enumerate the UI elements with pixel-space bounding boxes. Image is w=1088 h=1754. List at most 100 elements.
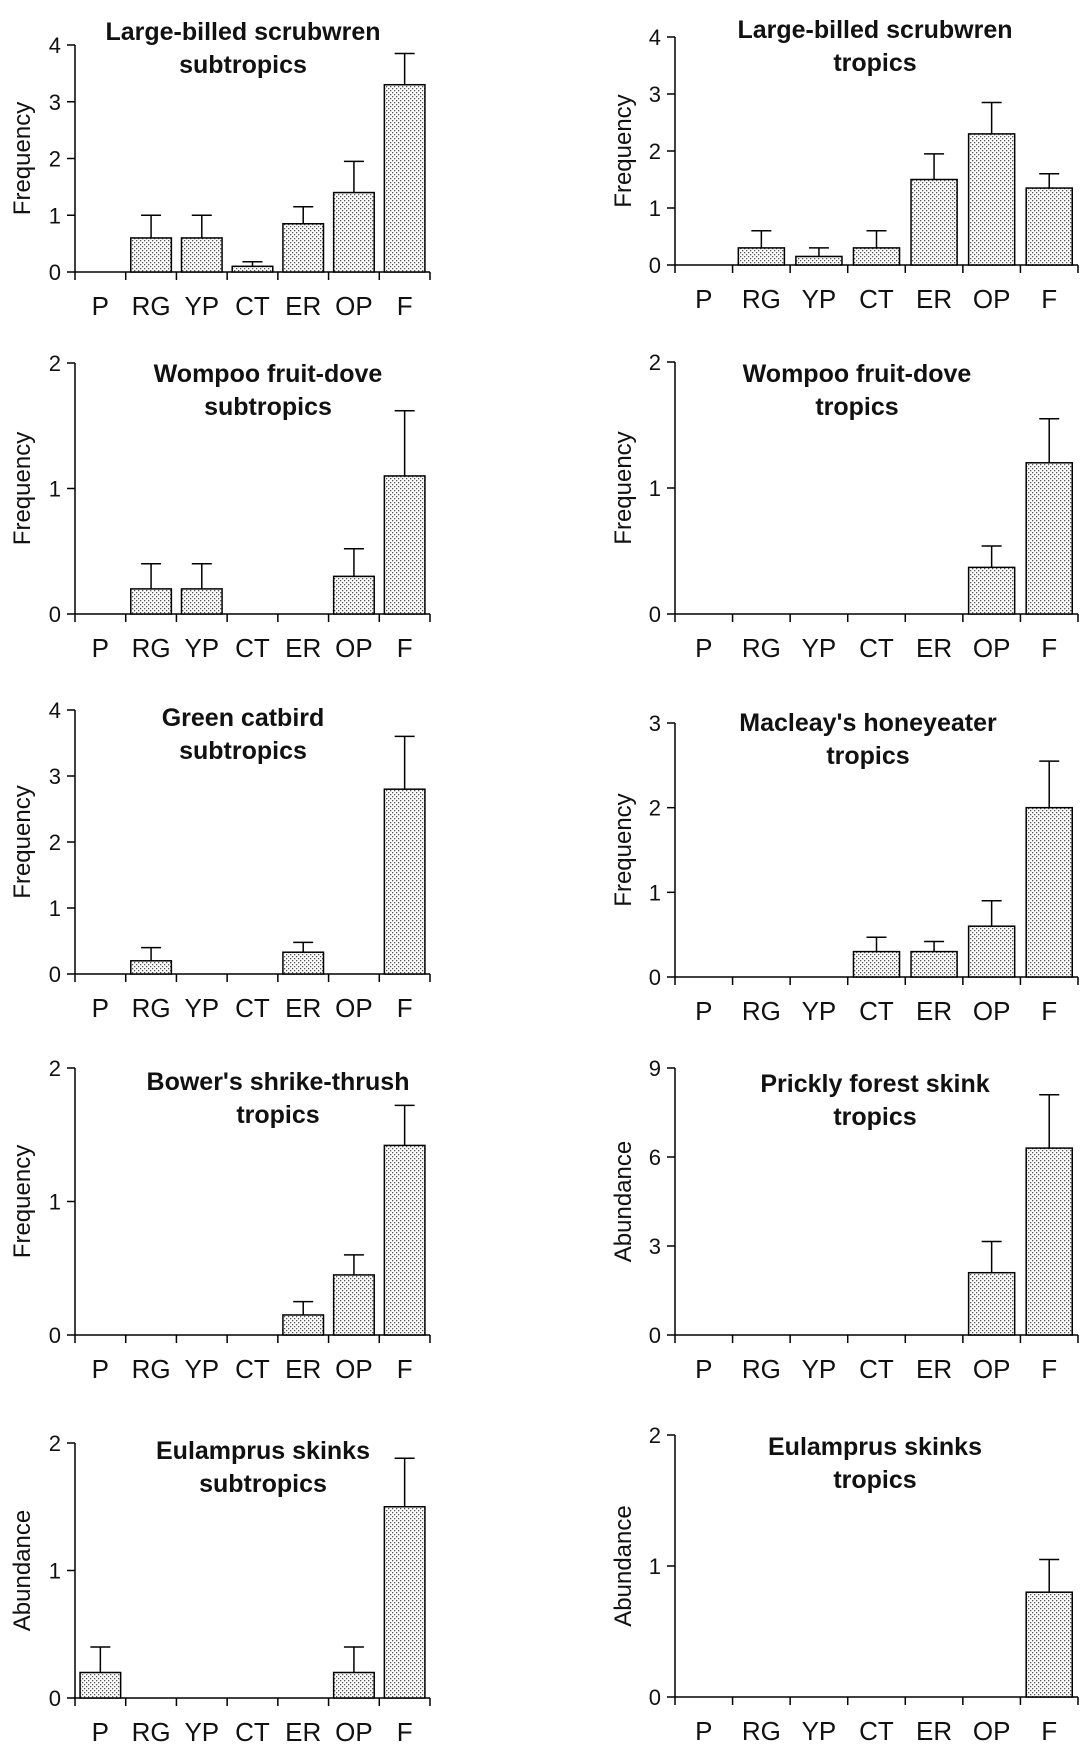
x-tick-label: CT bbox=[859, 284, 894, 314]
bar-F bbox=[1025, 1147, 1073, 1336]
y-tick-label: 0 bbox=[49, 1686, 61, 1711]
y-tick-label: 6 bbox=[649, 1145, 661, 1170]
x-tick-label: CT bbox=[235, 1354, 270, 1384]
bar-OP bbox=[967, 133, 1016, 266]
y-tick-label: 2 bbox=[49, 830, 61, 855]
y-tick-label: 4 bbox=[649, 25, 661, 50]
x-tick-label: P bbox=[695, 996, 712, 1026]
chart-panel-2: Large-billed scrubwren tropics Frequency 0 1… bbox=[610, 16, 1079, 314]
bar-F bbox=[383, 83, 426, 273]
y-tick-label: 2 bbox=[649, 1423, 661, 1448]
x-tick-label: CT bbox=[235, 1717, 270, 1747]
x-tick-label: YP bbox=[802, 996, 837, 1026]
y-tick-label: 1 bbox=[49, 203, 61, 228]
x-tick-label: CT bbox=[235, 633, 270, 663]
y-axis-label: Frequency bbox=[610, 431, 637, 544]
chart-panel-4: Wompoo fruit-dove tropics Frequency 0 1 2 P RG Y… bbox=[610, 350, 1079, 663]
y-tick-label: 0 bbox=[649, 1685, 661, 1710]
y-tick-label: 1 bbox=[49, 477, 61, 502]
chart-subtitle: subtropics bbox=[179, 737, 307, 765]
y-tick-label: 2 bbox=[49, 1431, 61, 1456]
chart-title: Bower's shrike-thrush bbox=[147, 1068, 410, 1096]
bar-OP bbox=[967, 566, 1016, 615]
x-tick-label: ER bbox=[285, 1354, 321, 1384]
y-tick-label: 1 bbox=[49, 1190, 61, 1215]
x-tick-label: YP bbox=[184, 633, 219, 663]
x-tick-label: OP bbox=[335, 291, 373, 321]
x-tick-label: ER bbox=[916, 1354, 952, 1384]
chart-subtitle: tropics bbox=[826, 742, 909, 770]
x-tick-label: RG bbox=[132, 291, 171, 321]
x-tick-label: ER bbox=[285, 633, 321, 663]
y-tick-label: 3 bbox=[649, 1234, 661, 1259]
chart-subtitle: tropics bbox=[833, 1466, 916, 1494]
x-tick-label: P bbox=[695, 633, 712, 663]
y-tick-label: 2 bbox=[649, 350, 661, 375]
bar-CT bbox=[852, 950, 901, 978]
bar-ER bbox=[282, 223, 325, 273]
y-tick-label: 2 bbox=[649, 796, 661, 821]
x-tick-label: P bbox=[92, 291, 109, 321]
bar-YP bbox=[180, 237, 223, 273]
bar-CT bbox=[852, 247, 901, 266]
bar-F bbox=[1025, 462, 1073, 615]
chart-panel-1: Large-billed scrubwren subtropics Frequenc… bbox=[9, 18, 431, 321]
bar-YP bbox=[795, 255, 843, 266]
bar-CT bbox=[231, 265, 274, 273]
x-tick-label: OP bbox=[973, 633, 1011, 663]
y-tick-label: 4 bbox=[49, 698, 61, 723]
x-tick-label: RG bbox=[132, 633, 171, 663]
x-tick-label: F bbox=[397, 993, 413, 1023]
x-tick-label: F bbox=[397, 1354, 413, 1384]
y-tick-label: 0 bbox=[49, 602, 61, 627]
bar-RG bbox=[130, 960, 173, 975]
bar-OP bbox=[332, 1671, 375, 1699]
y-tick-label: 4 bbox=[49, 33, 61, 58]
bar-OP bbox=[967, 1271, 1016, 1336]
y-tick-label: 1 bbox=[649, 880, 661, 905]
x-tick-label: OP bbox=[973, 1354, 1011, 1384]
x-tick-label: P bbox=[92, 993, 109, 1023]
chart-subtitle: tropics bbox=[833, 1103, 916, 1131]
y-tick-label: 0 bbox=[649, 253, 661, 278]
y-tick-label: 0 bbox=[49, 260, 61, 285]
x-tick-label: F bbox=[1041, 1354, 1057, 1384]
x-tick-label: RG bbox=[742, 1716, 781, 1746]
x-tick-label: F bbox=[1041, 284, 1057, 314]
x-tick-label: F bbox=[1041, 1716, 1057, 1746]
x-tick-label: OP bbox=[335, 633, 373, 663]
x-tick-label: YP bbox=[184, 993, 219, 1023]
chart-panel-10: Eulamprus skinks tropics Abundance 0 1 2 P RG YP… bbox=[610, 1423, 1079, 1746]
chart-title: Large-billed scrubwren bbox=[737, 16, 1012, 44]
chart-title: Prickly forest skink bbox=[760, 1070, 989, 1098]
x-tick-label: ER bbox=[285, 1717, 321, 1747]
x-tick-label: RG bbox=[742, 1354, 781, 1384]
x-tick-label: CT bbox=[859, 996, 894, 1026]
x-tick-label: YP bbox=[802, 633, 837, 663]
x-tick-label: ER bbox=[916, 284, 952, 314]
x-tick-label: OP bbox=[335, 993, 373, 1023]
chart-panel-9: Eulamprus skinks subtropics Abundance 0 1 2 P R… bbox=[9, 1431, 431, 1747]
chart-subtitle: tropics bbox=[236, 1101, 319, 1129]
bar-OP bbox=[332, 191, 375, 273]
bar-RG bbox=[737, 247, 786, 266]
bar-F bbox=[1025, 806, 1073, 978]
x-tick-label: OP bbox=[335, 1354, 373, 1384]
chart-title: Eulamprus skinks bbox=[156, 1437, 370, 1465]
y-tick-label: 1 bbox=[49, 896, 61, 921]
y-tick-label: 0 bbox=[649, 602, 661, 627]
x-tick-label: F bbox=[1041, 633, 1057, 663]
y-axis-label: Frequency bbox=[9, 1145, 36, 1258]
x-tick-label: OP bbox=[973, 284, 1011, 314]
bar-RG bbox=[130, 237, 173, 273]
x-tick-label: YP bbox=[184, 291, 219, 321]
y-tick-label: 0 bbox=[49, 962, 61, 987]
x-tick-label: CT bbox=[235, 993, 270, 1023]
x-tick-label: RG bbox=[742, 633, 781, 663]
chart-title: Wompoo fruit-dove bbox=[743, 360, 972, 388]
x-tick-label: YP bbox=[184, 1354, 219, 1384]
y-tick-label: 1 bbox=[649, 1554, 661, 1579]
bar-ER bbox=[910, 178, 958, 266]
chart-title: Large-billed scrubwren bbox=[105, 18, 380, 46]
chart-panel-5: Green catbird subtropics Frequency 0 1 2 3 4 P RG… bbox=[9, 698, 431, 1023]
